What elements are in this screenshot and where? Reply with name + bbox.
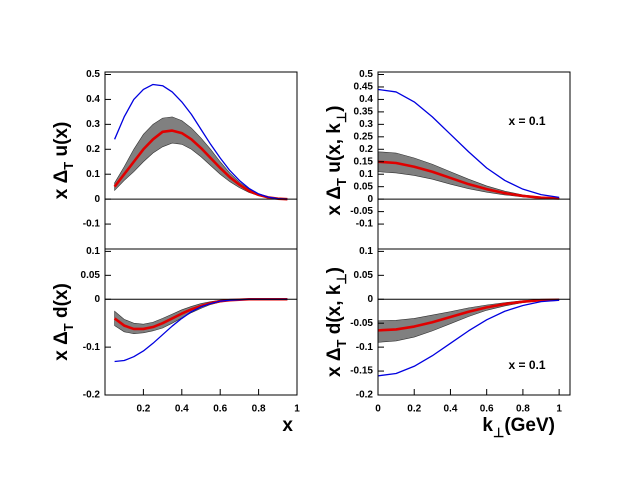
frame bbox=[104, 248, 298, 396]
y-tick-label: 0.05 bbox=[81, 270, 101, 281]
label-part: u(x) bbox=[51, 122, 72, 162]
subscript: ⊥ bbox=[334, 112, 349, 123]
y-tick-label: 0.4 bbox=[86, 94, 100, 105]
y-axis-label: x ΔT u(x, k⊥) bbox=[324, 105, 349, 215]
subscript: ⊥ bbox=[334, 273, 349, 284]
label-part: (GeV) bbox=[504, 415, 555, 436]
curve bbox=[377, 298, 560, 332]
y-tick-label: -0.2 bbox=[356, 390, 374, 401]
y-tick-label: 0.05 bbox=[354, 270, 374, 281]
y-tick-label: 0 bbox=[367, 294, 373, 305]
y-tick-label: 0.45 bbox=[354, 82, 374, 93]
uncertainty-band bbox=[377, 298, 560, 343]
y-tick-label: -0.05 bbox=[350, 318, 373, 329]
y-tick-label: -0.2 bbox=[83, 390, 101, 401]
y-tick-label: 0 bbox=[367, 194, 373, 205]
y-tick-label: 0.2 bbox=[359, 144, 373, 155]
x-tick-label: 0.4 bbox=[443, 404, 457, 415]
subscript: ⊥ bbox=[493, 425, 504, 440]
y-tick-label: 0 bbox=[94, 194, 100, 205]
y-axis-label: x ΔT u(x) bbox=[51, 122, 76, 200]
label-part: u(x, k bbox=[324, 123, 345, 178]
y-tick-label: -0.1 bbox=[83, 342, 101, 353]
x-axis-label: k⊥(GeV) bbox=[482, 415, 555, 440]
annotation: x = 0.1 bbox=[508, 358, 545, 372]
subscript: T bbox=[334, 178, 349, 186]
subscript: T bbox=[334, 340, 349, 348]
y-tick-label: 0.5 bbox=[86, 69, 100, 80]
curve bbox=[377, 160, 560, 200]
y-tick-label: 0.3 bbox=[86, 119, 100, 130]
y-tick-label: -0.1 bbox=[83, 219, 101, 230]
label-part: x Δ bbox=[324, 348, 345, 378]
y-tick-label: 0.1 bbox=[86, 169, 100, 180]
label-part: x Δ bbox=[51, 170, 72, 200]
y-tick-label: 0.35 bbox=[354, 107, 374, 118]
label-part: x Δ bbox=[324, 186, 345, 216]
y-tick-label: -0.1 bbox=[356, 342, 374, 353]
frame bbox=[377, 248, 571, 396]
x-tick-label: 1 bbox=[294, 404, 300, 415]
curve bbox=[377, 299, 560, 377]
annotation: x = 0.1 bbox=[508, 114, 545, 128]
x-tick-label: 1 bbox=[556, 404, 562, 415]
label-part: x bbox=[282, 415, 293, 436]
x-tick-label: 0.8 bbox=[252, 404, 266, 415]
label-part: ) bbox=[324, 105, 345, 111]
subscript: T bbox=[61, 162, 76, 170]
y-tick-label: 0.2 bbox=[86, 144, 100, 155]
x-tick-label: 0.4 bbox=[175, 404, 189, 415]
y-tick-label: 0.5 bbox=[359, 69, 373, 80]
label-part: k bbox=[482, 415, 493, 436]
x-tick-label: 0.8 bbox=[516, 404, 530, 415]
curve bbox=[114, 83, 288, 200]
y-tick-label: 0.1 bbox=[359, 169, 373, 180]
curve bbox=[377, 88, 560, 199]
x-axis-label: x bbox=[282, 415, 293, 436]
y-tick-label: -0.05 bbox=[350, 206, 373, 217]
y-tick-label: -0.1 bbox=[356, 219, 374, 230]
y-tick-label: 0.05 bbox=[354, 181, 374, 192]
x-tick-label: 0.6 bbox=[213, 404, 227, 415]
x-tick-label: 0 bbox=[375, 404, 381, 415]
x-tick-label: 0.2 bbox=[407, 404, 421, 415]
y-tick-label: 0.25 bbox=[354, 131, 374, 142]
y-tick-label: 0.4 bbox=[359, 94, 373, 105]
label-part: x Δ bbox=[51, 331, 72, 361]
label-part: ) bbox=[324, 267, 345, 273]
y-tick-label: -0.15 bbox=[350, 366, 373, 377]
y-tick-label: 0.1 bbox=[359, 246, 373, 257]
y-tick-label: 0.3 bbox=[359, 119, 373, 130]
x-tick-label: 0.2 bbox=[136, 404, 150, 415]
curve bbox=[113, 129, 288, 201]
y-tick-label: 0 bbox=[94, 294, 100, 305]
y-tick-label: 0.15 bbox=[354, 156, 374, 167]
y-axis-label: x ΔT d(x) bbox=[51, 283, 76, 361]
label-part: d(x, k bbox=[324, 284, 345, 339]
subscript: T bbox=[61, 323, 76, 331]
x-tick-label: 0.6 bbox=[480, 404, 494, 415]
y-axis-label: x ΔT d(x, k⊥) bbox=[324, 267, 349, 377]
y-tick-label: 0.1 bbox=[86, 246, 100, 257]
label-part: d(x) bbox=[51, 283, 72, 323]
